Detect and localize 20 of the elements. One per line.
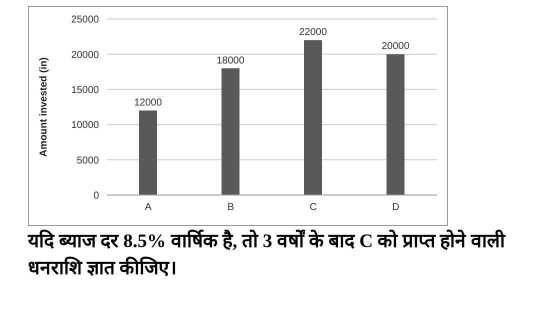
bar — [386, 54, 404, 195]
x-tick-label: B — [227, 202, 234, 214]
text: यदि ब्याज दर 8.5% वार्षिक है, तो 3 वर्षों के बाद C को प्राप्त होने वाली धनराशि ज्ञात कीजिए। — [28, 228, 506, 281]
data-label: 12000 — [134, 98, 162, 109]
y-tick-label: 20000 — [71, 50, 100, 61]
bar — [304, 40, 322, 195]
data-label: 18000 — [216, 55, 245, 66]
x-tick-label: C — [310, 202, 317, 214]
y-tick-label: 15000 — [71, 84, 100, 96]
bar — [222, 68, 240, 195]
x-tick-label: A — [144, 202, 152, 214]
y-tick-label: 10000 — [71, 120, 100, 132]
x-tick-label: D — [392, 202, 400, 214]
y-axis-title: Amount invested (in) — [38, 57, 50, 157]
data-label: 22000 — [299, 27, 328, 38]
y-tick-label: 25000 — [71, 14, 100, 26]
y-tick-label: 5000 — [76, 155, 100, 166]
bar — [139, 110, 157, 195]
data-label: 20000 — [382, 41, 410, 52]
y-tick-label: 0 — [93, 190, 100, 202]
